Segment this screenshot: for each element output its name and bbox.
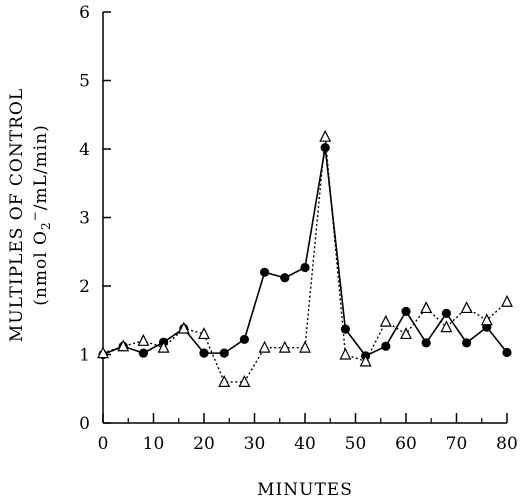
y-tick-label: 0 (79, 414, 90, 434)
series-2-point (117, 339, 130, 352)
series-1-point (381, 341, 391, 351)
series-2-point (97, 346, 109, 359)
x-tick-label: 60 (395, 434, 417, 454)
x-tick-label: 10 (143, 434, 165, 454)
series-2-point (339, 347, 352, 360)
series-2-point (198, 327, 210, 340)
y-tick-label: 2 (79, 277, 90, 297)
x-tick-label: 80 (496, 434, 518, 454)
series-1-point (502, 347, 512, 358)
series-2-point (440, 320, 453, 333)
y-tick-label: 6 (79, 3, 90, 23)
series-1-point (462, 338, 472, 348)
series-1-point (401, 306, 411, 316)
y-tick-label: 4 (79, 140, 90, 160)
series-1-point (199, 348, 209, 358)
series-1-point (239, 334, 249, 345)
series-2-point (238, 375, 251, 387)
series-1-point (320, 143, 330, 153)
series-1-point (300, 262, 310, 273)
series-2-point (278, 340, 291, 353)
series-2-line (102, 136, 508, 383)
series-1-point (280, 273, 290, 283)
y-tick-label: 5 (79, 72, 90, 92)
series-2-point (480, 313, 493, 326)
series-2-point (460, 301, 473, 314)
x-tick-label: 30 (244, 434, 266, 454)
series-2-point (218, 375, 231, 387)
x-tick-label: 70 (446, 434, 468, 454)
x-axis-title: MINUTES (257, 480, 353, 500)
series-2-point (379, 314, 392, 327)
y-axis-title-sup: − (28, 210, 42, 221)
series-2-point (420, 301, 433, 314)
x-tick-label: 40 (294, 434, 316, 454)
series-2-point (258, 340, 271, 353)
y-tick-label: 3 (79, 209, 90, 229)
series-2-point (137, 333, 150, 346)
series-2-point (157, 340, 170, 353)
series-2-point (177, 321, 190, 334)
series-1-point (260, 267, 270, 277)
series-1-point (421, 338, 431, 348)
y-axis-title-sub: 2 (39, 221, 53, 230)
x-tick-label: 0 (98, 434, 109, 454)
series-1-point (441, 308, 451, 318)
x-tick-label: 50 (345, 434, 367, 454)
series-2-point (400, 327, 412, 340)
series-2-point (501, 294, 513, 307)
series-1-point (138, 348, 148, 358)
y-axis-title-line2: (nmol O2−/mL/min) (28, 124, 53, 305)
series-layer (97, 129, 513, 387)
x-tick-label: 20 (193, 434, 215, 454)
y-axis-title-prefix: (nmol O (31, 230, 51, 306)
series-1-point (219, 348, 229, 358)
y-axis-title-suffix: /mL/min) (31, 124, 51, 210)
y-tick-label: 1 (79, 346, 90, 366)
series-2-point (299, 340, 311, 353)
series-2-point (359, 354, 372, 367)
y-axis-title-line1: MULTIPLES OF CONTROL (7, 88, 27, 342)
series-2-point (319, 129, 332, 142)
